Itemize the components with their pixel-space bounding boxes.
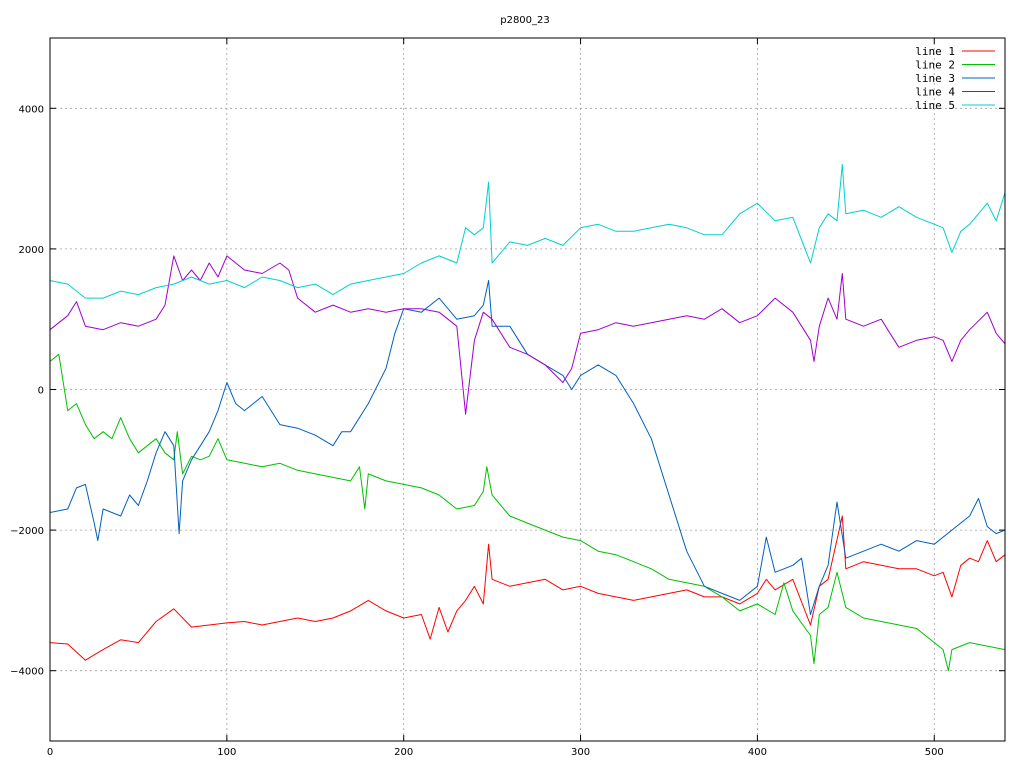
series-line-3 xyxy=(49,280,1006,615)
legend-label-2: line 2 xyxy=(915,59,955,72)
x-tick-label: 0 xyxy=(47,747,53,758)
x-tick-label: 200 xyxy=(394,747,413,758)
x-tick-label: 300 xyxy=(571,747,590,758)
y-tick-label: 4000 xyxy=(19,104,44,115)
series-line-1 xyxy=(49,515,1006,661)
series-line-5 xyxy=(49,164,1006,299)
grid xyxy=(50,38,1005,741)
legend-label-4: line 4 xyxy=(915,86,955,99)
legend-label-5: line 5 xyxy=(915,99,955,112)
axis-tick-labels: 0 100 200 300 400 500 −4000 −2000 0 2000 4000 xyxy=(10,104,944,758)
x-tick-label: 400 xyxy=(748,747,767,758)
y-tick-label: 0 xyxy=(38,386,44,397)
plot-frame xyxy=(49,37,1006,742)
series-line-2 xyxy=(49,353,1006,672)
y-tick-label: 2000 xyxy=(19,245,44,256)
y-tick-label: −4000 xyxy=(10,667,44,678)
x-tick-label: 500 xyxy=(925,747,944,758)
legend-label-3: line 3 xyxy=(915,72,955,85)
chart-title: p2800_23 xyxy=(500,15,550,26)
series-line-4 xyxy=(49,255,1006,415)
legend-label-1: line 1 xyxy=(915,45,955,58)
x-tick-label: 100 xyxy=(217,747,236,758)
series-group xyxy=(49,164,1006,672)
y-tick-label: −2000 xyxy=(10,526,44,537)
